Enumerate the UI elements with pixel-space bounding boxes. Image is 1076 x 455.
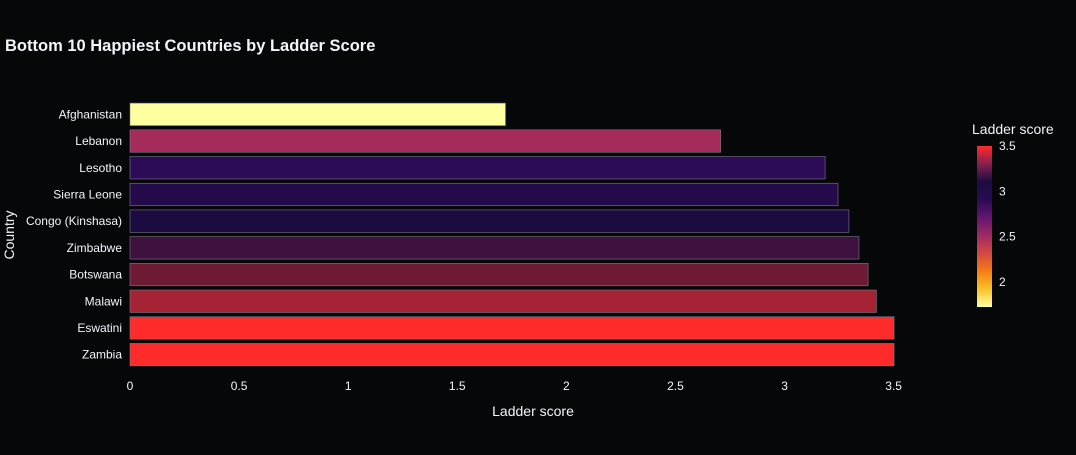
x-tick-label: 3.5 bbox=[885, 379, 902, 393]
colorbar-title: Ladder score bbox=[972, 121, 1054, 137]
y-tick-label: Lebanon bbox=[75, 134, 122, 148]
y-tick-label: Eswatini bbox=[77, 321, 122, 335]
bar-lesotho bbox=[129, 156, 826, 180]
bar-zambia bbox=[129, 343, 895, 367]
colorbar-tick-label: 3 bbox=[999, 184, 1006, 198]
bar-sierra-leone bbox=[129, 182, 839, 206]
x-tick-label: 3 bbox=[781, 379, 788, 393]
colorbar-tick-labels: 2 2.5 3 3.5 bbox=[999, 139, 1016, 289]
bar-zimbabwe bbox=[129, 236, 860, 260]
y-tick-label: Zambia bbox=[82, 348, 122, 362]
colorbar-tick-label: 2.5 bbox=[999, 230, 1016, 244]
chart-title: Bottom 10 Happiest Countries by Ladder S… bbox=[5, 37, 375, 55]
colorbar-tick-label: 2 bbox=[999, 275, 1006, 289]
x-tick-label: 2.5 bbox=[667, 379, 684, 393]
x-axis-tick-labels: 0 0.5 1 1.5 2 2.5 3 3.5 bbox=[127, 379, 903, 393]
y-tick-label: Zimbabwe bbox=[67, 241, 123, 255]
y-tick-label: Afghanistan bbox=[59, 107, 122, 121]
bar-congo-kinshasa bbox=[129, 209, 850, 233]
bar-lebanon bbox=[129, 129, 721, 153]
y-tick-label: Botswana bbox=[69, 268, 122, 282]
x-tick-label: 0 bbox=[127, 379, 134, 393]
y-tick-label: Congo (Kinshasa) bbox=[26, 214, 122, 228]
y-tick-label: Sierra Leone bbox=[53, 187, 122, 201]
bar-botswana bbox=[129, 263, 869, 287]
colorbar-tick-label: 3.5 bbox=[999, 139, 1016, 153]
x-tick-label: 0.5 bbox=[231, 379, 248, 393]
bars-layer bbox=[129, 102, 895, 367]
colorbar-gradient bbox=[977, 146, 992, 307]
y-axis-tick-labels: Afghanistan Lebanon Lesotho Sierra Leone Con… bbox=[26, 107, 122, 361]
bar-malawi bbox=[129, 289, 877, 313]
y-tick-label: Lesotho bbox=[79, 161, 122, 175]
x-axis-title: Ladder score bbox=[492, 403, 574, 419]
bar-eswatini bbox=[129, 316, 895, 340]
y-tick-label: Malawi bbox=[85, 294, 122, 308]
bar-afghanistan bbox=[129, 102, 506, 126]
x-tick-label: 1 bbox=[345, 379, 352, 393]
y-axis-title: Country bbox=[1, 210, 17, 259]
colorbar: Ladder score 2 2.5 3 3.5 bbox=[972, 121, 1054, 307]
x-tick-label: 1.5 bbox=[449, 379, 466, 393]
x-tick-label: 2 bbox=[563, 379, 570, 393]
